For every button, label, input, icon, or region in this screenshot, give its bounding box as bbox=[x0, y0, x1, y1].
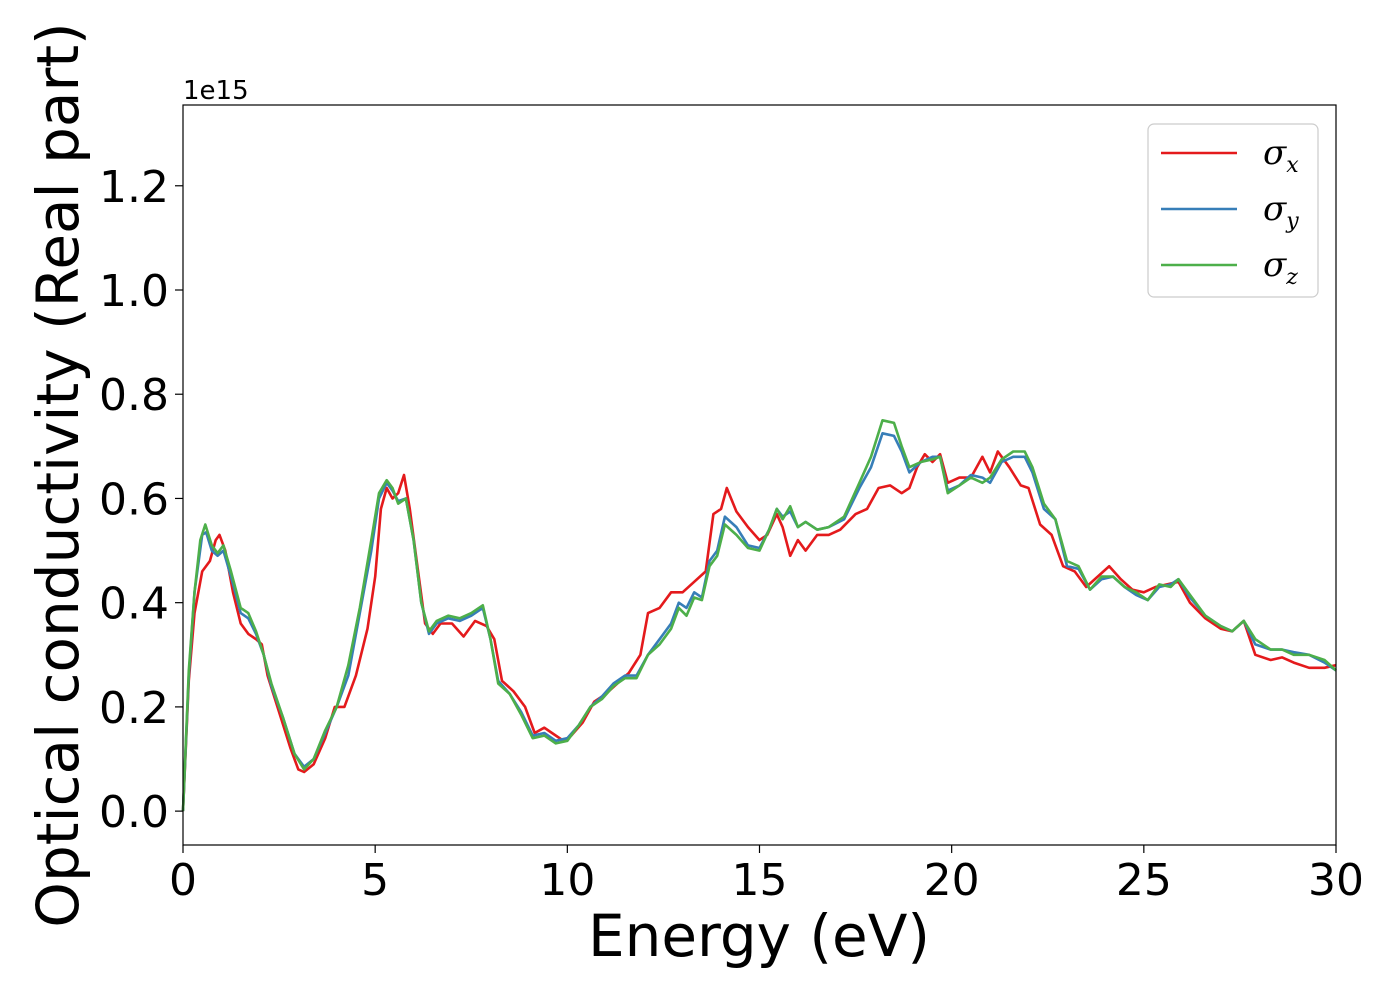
x-axis-ticks: 0 5 10 15 20 25 30 bbox=[169, 845, 1364, 906]
x-tick-label: 5 bbox=[361, 855, 389, 906]
y-tick-label: 0.8 bbox=[99, 370, 169, 421]
series-line-z bbox=[181, 419, 1337, 812]
y-tick-label: 0.6 bbox=[99, 474, 169, 525]
x-tick-label: 25 bbox=[1116, 855, 1172, 906]
legend-label-y: σy bbox=[1263, 189, 1299, 234]
y-tick-label: 0.2 bbox=[99, 683, 169, 734]
legend-label-symbol: σ bbox=[1263, 189, 1287, 229]
x-axis-title: Energy (eV) bbox=[588, 902, 930, 970]
legend-label-symbol: σ bbox=[1263, 133, 1287, 173]
y-tick-label: 0.0 bbox=[99, 787, 169, 838]
y-axis-offset-label: 1e15 bbox=[183, 76, 249, 106]
y-tick-label: 0.4 bbox=[99, 579, 169, 630]
legend-label-symbol: σ bbox=[1263, 245, 1287, 285]
x-tick-label: 15 bbox=[732, 855, 788, 906]
plot-background bbox=[183, 105, 1336, 845]
y-axis-ticks: 0.0 0.2 0.4 0.6 0.8 1.0 1.2 bbox=[99, 162, 183, 838]
y-axis-title: Optical conductivity (Real part) bbox=[24, 22, 92, 927]
x-tick-label: 20 bbox=[924, 855, 980, 906]
x-tick-label: 0 bbox=[169, 855, 197, 906]
legend-label-x: σx bbox=[1263, 133, 1299, 178]
series-layer bbox=[181, 419, 1337, 812]
legend-label-subscript: x bbox=[1286, 153, 1299, 178]
x-tick-label: 30 bbox=[1308, 855, 1364, 906]
x-tick-label: 10 bbox=[539, 855, 595, 906]
legend-label-subscript: y bbox=[1285, 209, 1299, 234]
y-tick-label: 1.2 bbox=[99, 162, 169, 213]
legend-label-z: σz bbox=[1263, 245, 1298, 290]
legend-label-subscript: z bbox=[1285, 265, 1298, 290]
legend-box bbox=[1147, 123, 1319, 298]
y-tick-label: 1.0 bbox=[99, 266, 169, 317]
